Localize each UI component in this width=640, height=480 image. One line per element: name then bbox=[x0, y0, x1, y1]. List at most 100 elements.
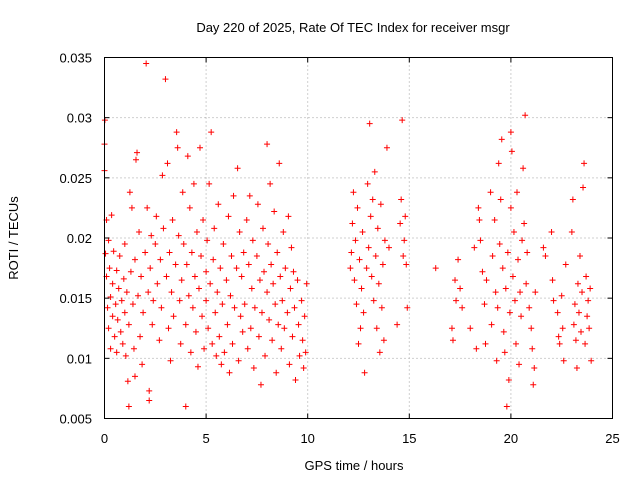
data-point bbox=[167, 357, 174, 364]
data-point bbox=[289, 333, 296, 340]
data-point bbox=[587, 285, 594, 292]
data-point bbox=[401, 237, 408, 244]
data-point bbox=[528, 325, 535, 332]
data-point bbox=[482, 340, 489, 347]
data-point bbox=[559, 325, 566, 332]
data-point bbox=[578, 328, 585, 335]
data-point bbox=[121, 309, 128, 316]
data-point bbox=[400, 253, 407, 260]
data-point bbox=[130, 345, 137, 352]
data-point bbox=[349, 220, 356, 227]
data-point bbox=[519, 237, 526, 244]
data-point bbox=[301, 313, 308, 320]
data-point bbox=[197, 144, 204, 151]
data-point bbox=[379, 261, 386, 268]
data-point bbox=[520, 165, 527, 172]
data-point bbox=[582, 340, 589, 347]
data-point bbox=[376, 349, 383, 356]
data-point bbox=[521, 220, 528, 227]
data-point bbox=[273, 369, 280, 376]
data-point bbox=[449, 337, 456, 344]
data-point bbox=[394, 321, 401, 328]
data-point bbox=[367, 213, 374, 220]
data-point bbox=[230, 192, 237, 199]
data-point bbox=[147, 265, 154, 272]
data-point bbox=[529, 345, 536, 352]
data-point bbox=[210, 256, 217, 263]
data-point bbox=[124, 378, 131, 385]
y-tick-label: 0.025 bbox=[59, 171, 92, 186]
data-point bbox=[507, 129, 514, 136]
data-point bbox=[399, 117, 406, 124]
data-point bbox=[277, 273, 284, 280]
data-point bbox=[504, 249, 511, 256]
data-point bbox=[200, 216, 207, 223]
data-point bbox=[481, 301, 488, 308]
x-tick-label: 5 bbox=[202, 431, 209, 446]
data-point bbox=[113, 349, 120, 356]
data-point bbox=[364, 180, 371, 187]
data-point bbox=[265, 241, 272, 248]
data-point bbox=[204, 237, 211, 244]
data-point bbox=[499, 265, 506, 272]
data-point bbox=[516, 361, 523, 368]
data-point bbox=[126, 189, 133, 196]
data-point bbox=[227, 292, 234, 299]
data-point bbox=[494, 304, 501, 311]
data-point bbox=[180, 241, 187, 248]
data-point bbox=[145, 289, 152, 296]
x-tick-label: 15 bbox=[402, 431, 416, 446]
data-point bbox=[166, 249, 173, 256]
data-point bbox=[560, 357, 567, 364]
data-point bbox=[569, 196, 576, 203]
data-point bbox=[261, 268, 268, 275]
data-point bbox=[190, 180, 197, 187]
data-point bbox=[281, 325, 288, 332]
data-point bbox=[117, 328, 124, 335]
data-point bbox=[131, 256, 138, 263]
data-point bbox=[183, 261, 190, 268]
data-point bbox=[138, 273, 145, 280]
data-point bbox=[119, 340, 126, 347]
data-point bbox=[148, 232, 155, 239]
data-point bbox=[303, 280, 310, 287]
data-point bbox=[170, 313, 177, 320]
data-point bbox=[255, 333, 262, 340]
data-point bbox=[286, 361, 293, 368]
data-point bbox=[377, 201, 384, 208]
data-point bbox=[132, 156, 139, 163]
data-point bbox=[123, 289, 130, 296]
data-point bbox=[115, 285, 122, 292]
data-point bbox=[518, 313, 525, 320]
data-point bbox=[120, 275, 127, 282]
data-point bbox=[134, 149, 141, 156]
data-point bbox=[193, 228, 200, 235]
data-point bbox=[169, 216, 176, 223]
data-point bbox=[160, 225, 167, 232]
data-point bbox=[208, 129, 215, 136]
data-point bbox=[368, 273, 375, 280]
data-point bbox=[568, 228, 575, 235]
data-point bbox=[471, 244, 478, 251]
data-point bbox=[278, 345, 285, 352]
data-point bbox=[217, 265, 224, 272]
data-point bbox=[554, 309, 561, 316]
data-point bbox=[271, 208, 278, 215]
data-point bbox=[221, 349, 228, 356]
data-point bbox=[295, 321, 302, 328]
data-point bbox=[359, 228, 366, 235]
data-point bbox=[248, 285, 255, 292]
data-point bbox=[182, 403, 189, 410]
data-point bbox=[511, 297, 518, 304]
data-point bbox=[584, 313, 591, 320]
data-point bbox=[381, 237, 388, 244]
data-point bbox=[512, 340, 519, 347]
data-point bbox=[351, 277, 358, 284]
y-tick-label: 0.005 bbox=[59, 412, 92, 427]
data-point bbox=[279, 297, 286, 304]
data-point bbox=[114, 316, 121, 323]
data-point bbox=[253, 253, 260, 260]
data-point bbox=[476, 216, 483, 223]
data-point bbox=[104, 304, 111, 311]
